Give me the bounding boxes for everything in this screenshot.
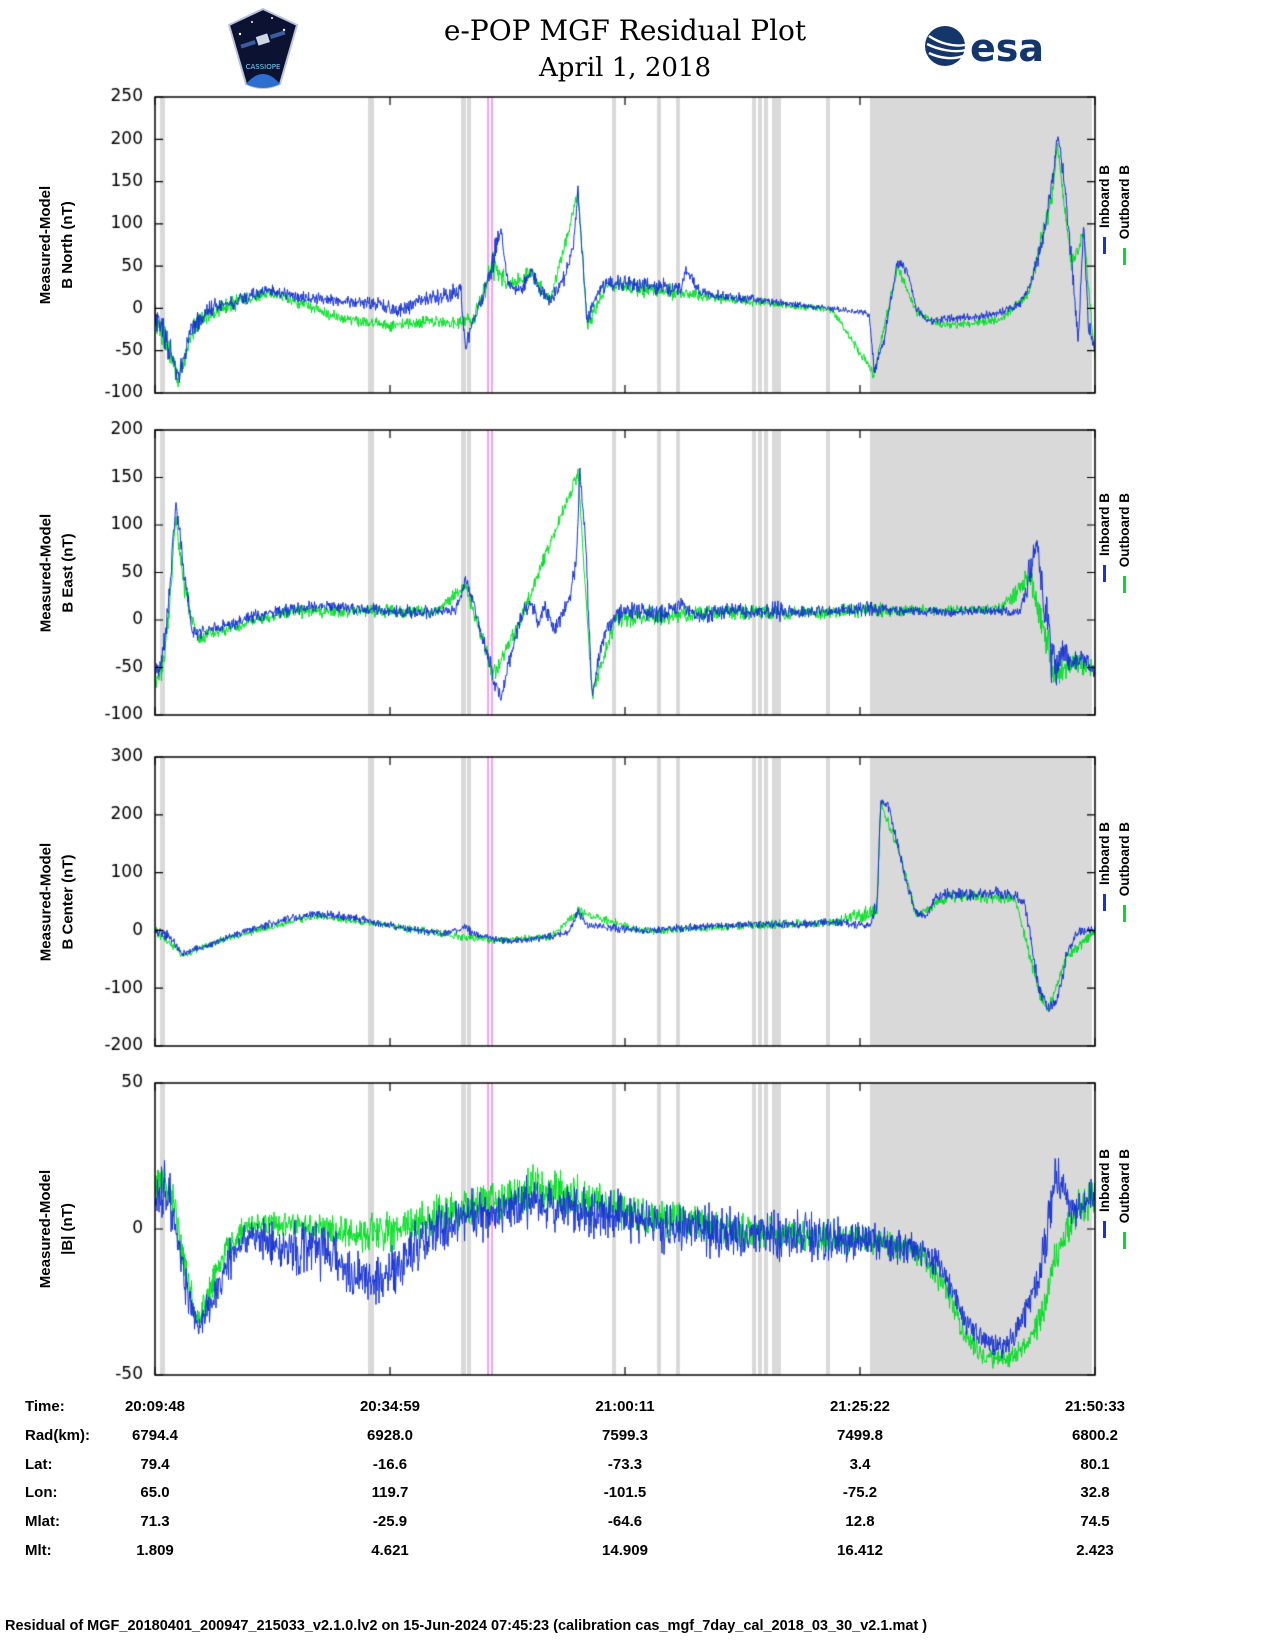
table-cell: 74.5 <box>1080 1513 1110 1531</box>
legend-inboard: Inboard B <box>1097 1149 1112 1249</box>
legend-inboard-swatch <box>1103 893 1106 911</box>
legend-inboard: Inboard B <box>1097 165 1112 265</box>
table-cell: 79.4 <box>140 1455 170 1473</box>
legend-inboard: Inboard B <box>1097 493 1112 593</box>
table-cell: -73.3 <box>607 1455 643 1473</box>
table-cell: 21:25:22 <box>829 1398 891 1415</box>
legend-inboard-swatch <box>1103 564 1106 582</box>
table-cell: 119.7 <box>371 1484 409 1502</box>
legend-inboard-swatch <box>1103 237 1106 254</box>
legend-outboard-label: Outboard B <box>1117 492 1132 567</box>
table-row-label: Mlat: <box>25 1513 60 1531</box>
ylabel-line1: Measured-Model <box>37 1169 54 1289</box>
legend-outboard-swatch <box>1123 1232 1126 1250</box>
cassiope-mission-patch: CASSIOPE <box>224 6 302 97</box>
legend-inboard-label: Inboard B <box>1097 492 1112 556</box>
table-cell: -25.9 <box>372 1513 408 1531</box>
table-cell: -16.6 <box>372 1455 408 1473</box>
legend-outboard: Outboard B <box>1117 822 1132 922</box>
table-cell: 6794.4 <box>132 1426 178 1444</box>
esa-logo: esa <box>922 22 1044 75</box>
table-cell: 20:34:59 <box>359 1398 421 1415</box>
plot-panel-b-magnitude <box>55 1068 1155 1390</box>
legend-outboard-label: Outboard B <box>1117 1149 1132 1224</box>
table-cell: 21:50:33 <box>1064 1398 1126 1415</box>
legend-outboard: Outboard B <box>1117 165 1132 266</box>
table-cell: 4.621 <box>371 1542 409 1559</box>
table-cell: 12.8 <box>845 1513 875 1531</box>
legend-inboard-swatch <box>1103 1221 1106 1238</box>
table-cell: 14.909 <box>602 1542 648 1559</box>
title-block: e-POP MGF Residual Plot April 1, 2018 <box>305 14 945 84</box>
table-cell: 7599.3 <box>602 1426 648 1444</box>
plot-panel-b-north <box>55 82 1155 408</box>
ylabel-line1: Measured-Model <box>37 842 54 961</box>
ylabel-line1: Measured-Model <box>37 513 54 632</box>
table-cell: 71.3 <box>140 1513 170 1531</box>
table-row-label: Rad(km): <box>25 1426 91 1444</box>
table-cell: 32.8 <box>1080 1484 1110 1502</box>
panel-legend: Inboard B Outboard B <box>1097 1149 1132 1250</box>
legend-inboard-label: Inboard B <box>1097 1149 1112 1212</box>
plot-panel-b-east <box>55 415 1155 730</box>
table-cell: 6928.0 <box>367 1426 413 1444</box>
table-cell: 1.809 <box>136 1542 174 1559</box>
table-cell: 3.4 <box>849 1455 871 1473</box>
table-cell: -75.2 <box>842 1484 878 1502</box>
esa-logo-text: esa <box>970 26 1042 70</box>
legend-outboard-swatch <box>1123 904 1126 922</box>
table-cell: 65.0 <box>140 1484 170 1502</box>
table-cell: 80.1 <box>1080 1455 1110 1473</box>
table-cell: -101.5 <box>603 1484 647 1502</box>
cassiope-patch-label: CASSIOPE <box>246 63 281 71</box>
table-cell: 16.412 <box>837 1542 883 1559</box>
table-cell: 2.423 <box>1076 1542 1114 1559</box>
table-cell: 21:00:11 <box>595 1398 655 1415</box>
table-cell: 6800.2 <box>1072 1426 1118 1444</box>
panel-legend: Inboard B Outboard B <box>1097 165 1132 266</box>
table-row-label: Time: <box>25 1398 65 1415</box>
legend-inboard-label: Inboard B <box>1097 821 1112 885</box>
table-row-label: Mlt: <box>25 1542 52 1559</box>
table-row-label: Lat: <box>25 1455 53 1473</box>
legend-inboard-label: Inboard B <box>1097 165 1112 228</box>
footer-caption: Residual of MGF_20180401_200947_215033_v… <box>5 1618 928 1634</box>
page-subtitle: April 1, 2018 <box>539 53 711 83</box>
legend-outboard: Outboard B <box>1117 1149 1132 1250</box>
plot-panel-b-center <box>55 742 1155 1061</box>
legend-outboard-label: Outboard B <box>1117 165 1132 240</box>
table-row-label: Lon: <box>25 1484 58 1502</box>
legend-outboard: Outboard B <box>1117 493 1132 593</box>
legend-outboard-swatch <box>1123 575 1126 593</box>
table-cell: 7499.8 <box>837 1426 883 1444</box>
panel-legend: Inboard B Outboard B <box>1097 822 1132 922</box>
page-title: e-POP MGF Residual Plot <box>443 14 807 47</box>
panel-legend: Inboard B Outboard B <box>1097 493 1132 593</box>
table-cell: 20:09:48 <box>124 1398 186 1415</box>
legend-outboard-label: Outboard B <box>1117 821 1132 896</box>
legend-inboard: Inboard B <box>1097 822 1112 922</box>
cassiope-patch-icon: CASSIOPE <box>227 7 299 89</box>
legend-outboard-swatch <box>1123 248 1126 266</box>
ylabel-line1: Measured-Model <box>37 185 54 305</box>
esa-logo-icon: esa <box>925 26 1044 70</box>
table-cell: -64.6 <box>607 1513 643 1531</box>
